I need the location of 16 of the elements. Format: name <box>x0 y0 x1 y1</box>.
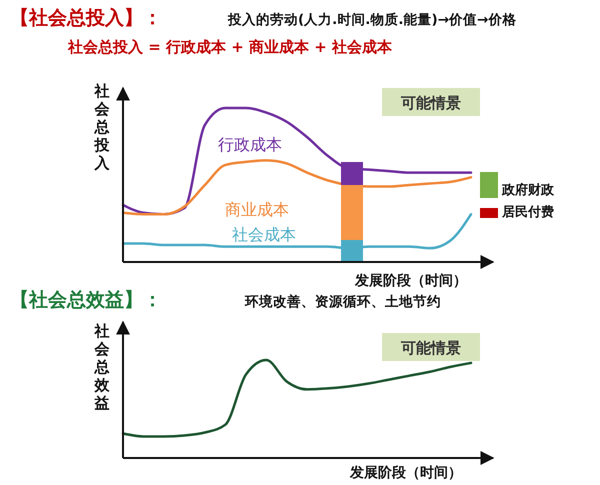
x-axis-title: 发展阶段（时间） <box>349 465 462 481</box>
series-label: 社会成本 <box>232 225 296 244</box>
text: 社会总投入 = 行政成本 + 商业成本 + 社会成本 <box>67 38 394 56</box>
text: 可能情景 <box>400 339 461 357</box>
text: 政府财政 <box>501 182 555 198</box>
x-axis-title: 发展阶段（时间） <box>354 273 467 289</box>
y-axis-title: 社会总效益 <box>94 322 110 412</box>
y-axis-title: 社会总投入 <box>94 82 110 172</box>
chart-subtitle: 环境改善、资源循环、土地节约 <box>244 293 441 310</box>
chart-title: 【社会总投入】： <box>10 7 162 29</box>
text: 居民付费 <box>501 205 554 220</box>
annotation: 可能情景 <box>400 94 461 112</box>
chart-title: 【社会总效益】： <box>10 289 162 311</box>
chart-subtitle: 投入的劳动(人力.时间.物质.能量)→价值→价格 <box>227 11 518 28</box>
series-label: 商业成本 <box>225 200 289 219</box>
series-label: 行政成本 <box>218 135 282 154</box>
